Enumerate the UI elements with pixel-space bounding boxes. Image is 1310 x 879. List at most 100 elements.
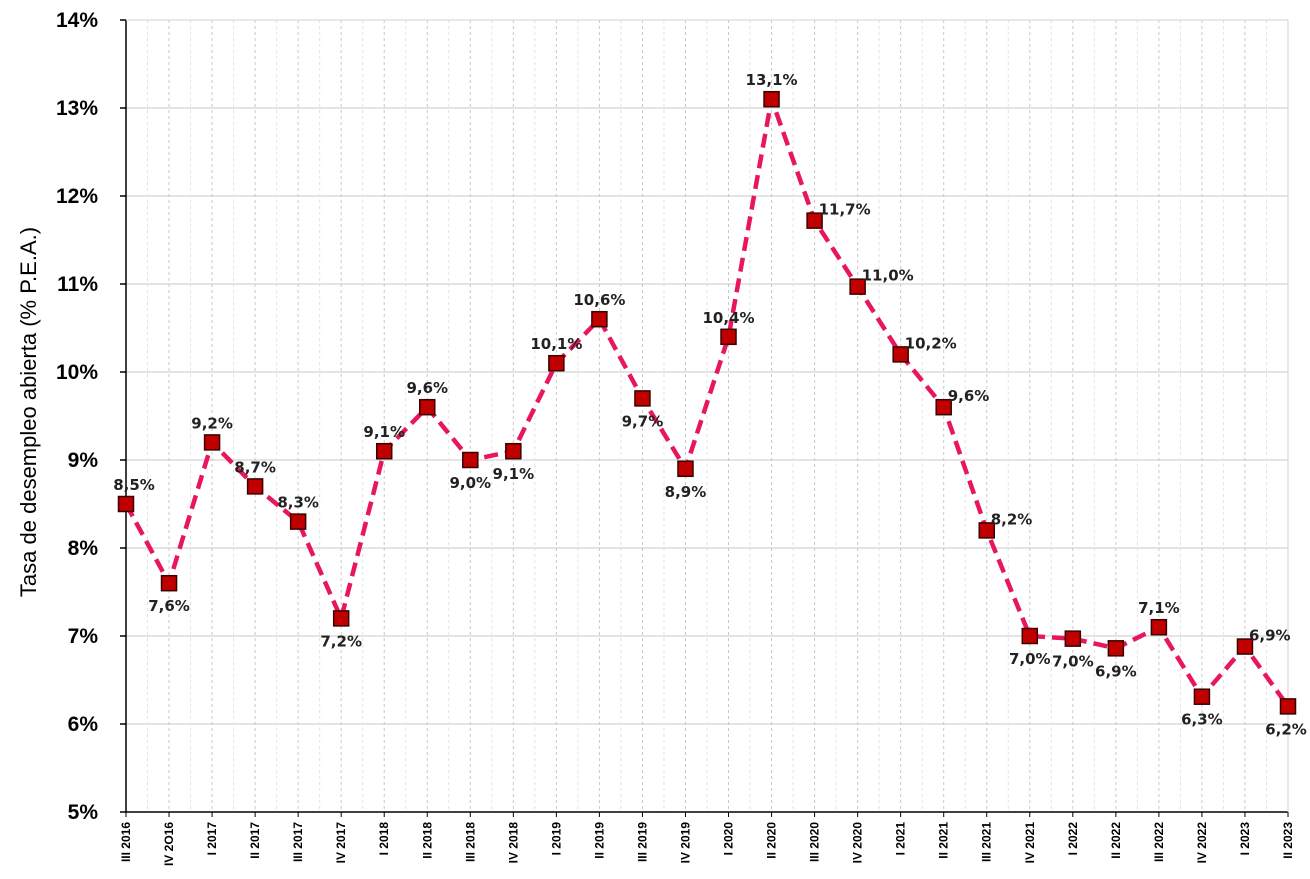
data-label: 8,3% xyxy=(277,494,319,512)
y-tick-label: 6% xyxy=(68,713,99,736)
data-point-marker xyxy=(978,522,995,539)
data-point-marker xyxy=(548,354,565,372)
data-point-marker xyxy=(720,328,737,346)
x-tick-label: I 2023 xyxy=(1238,822,1252,856)
x-tick-label: III 2022 xyxy=(1152,822,1166,862)
data-label: 10,1% xyxy=(530,335,582,353)
data-label: 9,1% xyxy=(493,465,535,483)
data-label: 10,6% xyxy=(573,291,625,309)
y-tick-label: 8% xyxy=(68,537,99,560)
x-tick-label: II 2019 xyxy=(592,822,606,859)
data-label: 8,7% xyxy=(234,458,276,476)
series-line xyxy=(124,96,1290,708)
y-axis-label: Tasa de desempleo abierta (% P.E.A.) xyxy=(16,227,41,597)
data-label: 7,0% xyxy=(1052,653,1094,671)
data-point-marker xyxy=(849,278,866,295)
data-point-marker xyxy=(375,442,393,460)
data-point-marker xyxy=(289,513,307,530)
data-label: 9,6% xyxy=(406,379,448,397)
axis-layer: 5% 6% 7% 8% 9% 10% 11% 12% 13% 14% III 2016 IV 2O16… xyxy=(56,9,1295,866)
y-tick-label: 7% xyxy=(68,625,99,648)
data-label: 11,0% xyxy=(862,267,914,285)
data-point-marker xyxy=(763,90,780,108)
x-tick-label: I 2018 xyxy=(377,822,391,856)
x-tick-label: III 2020 xyxy=(808,822,822,862)
data-label: 9,2% xyxy=(191,414,233,432)
x-tick-label: II 2022 xyxy=(1109,822,1123,859)
x-tick-label: III 2019 xyxy=(635,822,649,862)
grid-layer xyxy=(126,19,1288,812)
x-tick-label: II 2023 xyxy=(1281,822,1295,859)
y-tick-label: 14% xyxy=(56,9,98,32)
x-tick-label: IV 2021 xyxy=(1023,822,1037,864)
data-point-marker xyxy=(1150,618,1168,636)
x-tick-label: IV 2O16 xyxy=(162,822,176,866)
data-label: 10,4% xyxy=(702,309,754,327)
data-label: 6,9% xyxy=(1249,627,1291,645)
data-label: 7,6% xyxy=(148,597,190,615)
data-label: 9,1% xyxy=(363,423,405,441)
x-tick-label: IV 2022 xyxy=(1195,822,1209,864)
x-tick-label: II 2017 xyxy=(248,822,262,859)
data-label: 8,5% xyxy=(113,476,155,494)
data-label: 8,2% xyxy=(991,510,1033,528)
x-tick-label: II 2021 xyxy=(937,822,951,859)
x-tick-label: I 2017 xyxy=(205,822,219,856)
data-point-marker xyxy=(505,442,522,460)
data-point-marker xyxy=(462,451,479,469)
y-tick-label: 11% xyxy=(57,273,98,296)
data-label: 9,0% xyxy=(449,474,491,492)
data-point-marker xyxy=(677,460,694,478)
data-point-marker xyxy=(806,212,823,229)
data-label: 6,3% xyxy=(1181,711,1223,729)
x-tick-label: III 2021 xyxy=(980,822,994,862)
data-point-marker xyxy=(160,574,178,592)
x-tick-label: II 2018 xyxy=(420,822,434,859)
data-point-marker xyxy=(1107,640,1125,657)
data-point-marker xyxy=(1021,627,1039,645)
data-point-marker xyxy=(1279,698,1297,715)
data-label: 13,1% xyxy=(746,71,798,89)
data-label: 8,9% xyxy=(665,483,707,501)
x-tick-label: III 2017 xyxy=(291,822,305,862)
data-point-marker xyxy=(1236,638,1254,655)
data-point-marker xyxy=(892,346,909,363)
marker-layer xyxy=(117,90,1297,715)
data-label: 7,2% xyxy=(320,632,362,650)
data-label: 9,7% xyxy=(622,412,664,430)
data-point-marker xyxy=(332,610,350,627)
data-point-marker xyxy=(591,310,608,328)
data-label: 6,9% xyxy=(1095,662,1137,680)
x-tick-label: I 2021 xyxy=(894,822,908,856)
x-tick-label: II 2020 xyxy=(765,822,779,859)
data-label: 7,1% xyxy=(1138,599,1180,617)
x-tick-label: IV 2020 xyxy=(851,822,865,864)
data-label: 10,2% xyxy=(905,334,957,352)
data-point-marker xyxy=(1064,630,1082,647)
series-line-layer xyxy=(124,96,1290,708)
data-label: 6,2% xyxy=(1265,720,1307,738)
y-tick-label: 13% xyxy=(56,97,98,120)
data-label-layer: 8,5%7,6%9,2%8,7%8,3%7,2%9,1%9,6%9,0% 9,1%… xyxy=(113,71,1307,738)
x-tick-label: III 2016 xyxy=(119,822,133,862)
x-tick-label: IV 2018 xyxy=(506,822,520,864)
data-point-marker xyxy=(419,398,436,416)
data-point-marker xyxy=(203,434,221,451)
x-tick-label: III 2018 xyxy=(463,822,477,862)
data-label: 7,0% xyxy=(1009,650,1051,668)
y-tick-label: 5% xyxy=(68,801,99,824)
data-point-marker xyxy=(117,495,135,513)
y-tick-label: 12% xyxy=(56,185,98,208)
x-tick-label: IV 2019 xyxy=(678,822,692,864)
x-tick-label: I 2022 xyxy=(1066,822,1080,856)
data-label: 9,6% xyxy=(948,387,990,405)
data-point-marker xyxy=(634,390,651,407)
y-tick-label: 10% xyxy=(56,361,98,384)
data-point-marker xyxy=(246,478,264,495)
y-tick-label: 9% xyxy=(68,449,99,472)
x-tick-label: I 2020 xyxy=(722,822,736,856)
data-label: 11,7% xyxy=(819,201,871,219)
data-point-marker xyxy=(935,398,952,416)
